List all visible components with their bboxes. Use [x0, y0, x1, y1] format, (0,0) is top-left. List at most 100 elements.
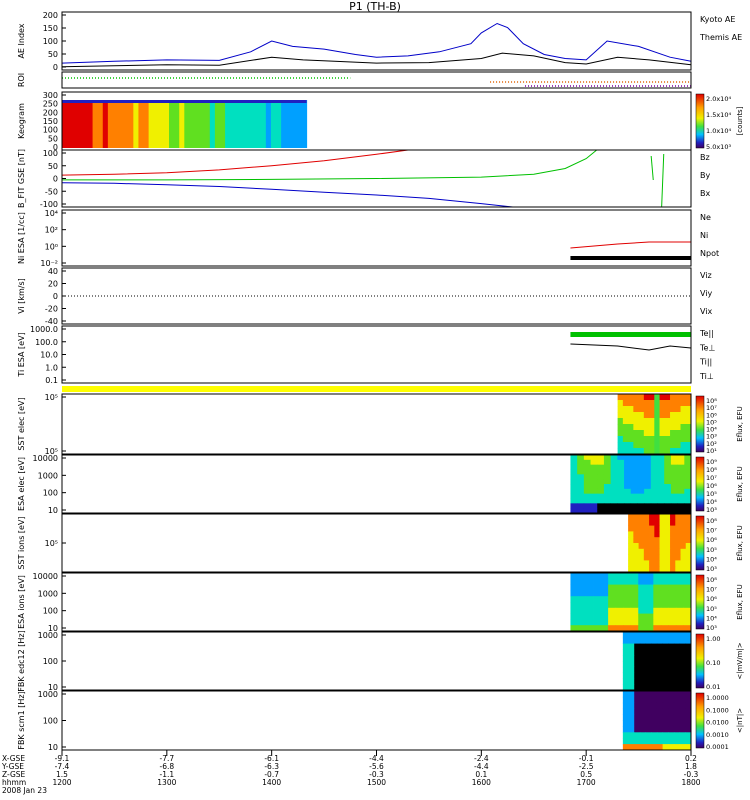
- spectrogram-cell: [654, 424, 660, 431]
- ytick-label: 1000: [38, 631, 58, 640]
- spectrogram-cell: [645, 702, 652, 710]
- panel-fbk1: 1000 100 10 FBK edc12 [Hz] 1.00 0.10 0.01 <|mV/…: [17, 630, 744, 692]
- spectrogram-cell: [657, 455, 665, 461]
- spectrogram-cell: [656, 637, 664, 644]
- spectrogram-cell: [590, 459, 598, 466]
- spectrogram-cell: [662, 738, 669, 745]
- spectrogram-cell: [662, 702, 669, 710]
- spectrogram-cell: [622, 684, 629, 691]
- spectrogram-cell: [628, 732, 635, 739]
- spectrogram-cell: [622, 448, 629, 455]
- spectrogram-cell: [679, 649, 686, 656]
- spectrogram-cell: [628, 720, 635, 727]
- spectrogram-cell: [615, 613, 624, 620]
- ytick-label: 20: [48, 280, 58, 289]
- spectrogram-cell: [649, 442, 655, 449]
- spectrogram-cell: [623, 590, 632, 597]
- spectrogram-cell: [577, 619, 586, 626]
- spectrogram-cell: [664, 436, 671, 443]
- spectrogram-cell: [668, 732, 675, 739]
- keogram-column: [123, 100, 129, 148]
- spectrogram-cell: [639, 702, 646, 710]
- colorbar-tick-label: 10¹: [706, 447, 717, 455]
- keogram-column: [128, 100, 134, 148]
- ytick-label: 100: [43, 149, 58, 158]
- spectrogram-cell: [638, 619, 647, 626]
- spectrogram-cell: [670, 484, 679, 490]
- spectrogram-cell: [577, 488, 585, 495]
- spectrogram-cell: [622, 744, 629, 751]
- spectrogram-cell: [677, 455, 685, 461]
- spectrogram-cell: [659, 548, 666, 555]
- spectrogram-cell: [628, 643, 635, 650]
- spectrogram-cell: [659, 566, 666, 573]
- spectrogram-cell: [659, 519, 666, 526]
- colorbar-tick-label: 10⁷: [706, 474, 717, 482]
- spectrogram-cell: [634, 708, 641, 715]
- spectrogram-cell: [634, 632, 641, 639]
- spectrogram-cell: [638, 412, 645, 419]
- ytick-label: 10⁵: [45, 447, 58, 456]
- ytick-label: 0: [53, 143, 58, 152]
- spectrogram-cell: [600, 578, 609, 585]
- spectrogram-cell: [649, 400, 655, 407]
- spectrogram-cell: [670, 464, 679, 470]
- colorbar-unit: Eflux, EFU: [736, 406, 744, 441]
- spectrogram-cell: [585, 590, 594, 597]
- spectrogram-cell: [649, 531, 655, 538]
- spectrogram-cell: [656, 684, 664, 691]
- spectrogram-cell: [638, 394, 645, 401]
- spectrogram-cell: [668, 643, 675, 650]
- spectrogram-cell: [638, 584, 647, 591]
- spectrogram-cell: [638, 554, 645, 561]
- spectrogram-cell: [623, 602, 632, 609]
- spectrogram-cell: [670, 519, 676, 526]
- spectrogram-cell: [645, 649, 652, 656]
- spectrogram-cell: [615, 584, 624, 591]
- spectrogram-cell: [675, 394, 681, 401]
- legend-entry: Ne: [700, 213, 711, 222]
- spectrogram-cell: [585, 613, 594, 620]
- spectrogram-cell: [583, 479, 591, 485]
- spectrogram-cell: [622, 430, 629, 437]
- spectrogram-cell: [643, 394, 650, 401]
- spectrogram-cell: [593, 613, 601, 620]
- colorbar-tick-label: 10⁷: [706, 404, 717, 412]
- spectrogram-cell: [685, 436, 692, 443]
- spectrogram-cell: [639, 684, 646, 691]
- spectrogram-cell: [608, 590, 617, 597]
- keogram-column: [301, 100, 308, 148]
- spectrogram-cell: [630, 602, 639, 609]
- keogram-column: [174, 100, 180, 148]
- spectrogram-cell: [622, 666, 629, 673]
- spectrogram-cell: [583, 464, 591, 470]
- spectrogram-cell: [685, 661, 692, 668]
- xtick-z-gse: 0.1: [475, 770, 487, 779]
- spectrogram-cell: [685, 732, 692, 739]
- spectrogram-cell: [644, 503, 652, 509]
- spectrogram-cell: [685, 744, 692, 751]
- spectrogram-cell: [651, 643, 658, 650]
- spectrogram-cell: [668, 708, 675, 715]
- spectrogram-cell: [633, 537, 639, 544]
- spectrogram-cell: [654, 554, 660, 561]
- spectrogram-cell: [630, 619, 639, 626]
- spectrogram-cell: [685, 678, 692, 685]
- spectrogram-cell: [670, 459, 679, 466]
- spectrogram-cell: [685, 566, 692, 573]
- spectrogram-cell: [600, 596, 609, 603]
- spectrogram-cell: [610, 498, 618, 504]
- ne-line: [570, 241, 691, 249]
- spectrogram-cell: [675, 531, 681, 538]
- spectrogram-cell: [570, 488, 578, 495]
- spectrogram-cell: [673, 684, 681, 691]
- spectrogram-cell: [670, 554, 676, 561]
- spectrogram-cell: [656, 661, 664, 668]
- spectrogram-cell: [570, 459, 578, 466]
- spectrogram-cell: [683, 613, 692, 620]
- spectrogram-cell: [623, 607, 632, 614]
- spectrogram-cell: [683, 607, 692, 614]
- spectrogram-cell: [643, 525, 650, 532]
